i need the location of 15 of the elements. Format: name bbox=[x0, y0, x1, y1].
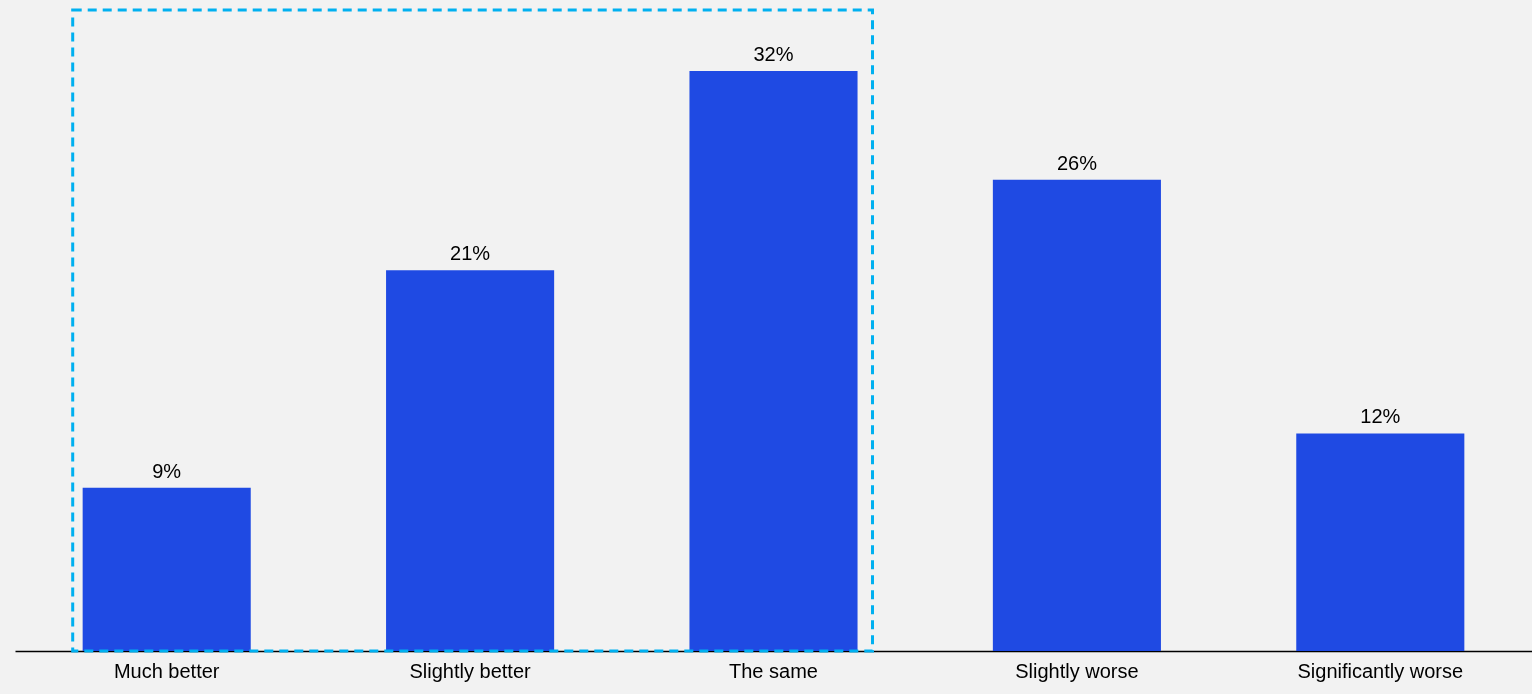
x-tick-label: Slightly better bbox=[409, 659, 532, 682]
data-label: 21% bbox=[450, 242, 491, 265]
data-label: 9% bbox=[152, 459, 182, 482]
bar bbox=[82, 487, 251, 651]
data-label: 26% bbox=[1056, 151, 1098, 174]
x-tick-label: The same bbox=[729, 659, 818, 682]
data-label: 12% bbox=[1360, 405, 1401, 428]
bar bbox=[1296, 433, 1465, 651]
x-tick-label: Slightly worse bbox=[1015, 659, 1139, 682]
x-tick-label: Much better bbox=[113, 659, 220, 682]
bar bbox=[992, 179, 1161, 651]
bar bbox=[689, 70, 858, 651]
data-label: 32% bbox=[753, 42, 794, 65]
x-tick-label: Significantly worse bbox=[1297, 659, 1464, 682]
bar bbox=[386, 270, 555, 651]
